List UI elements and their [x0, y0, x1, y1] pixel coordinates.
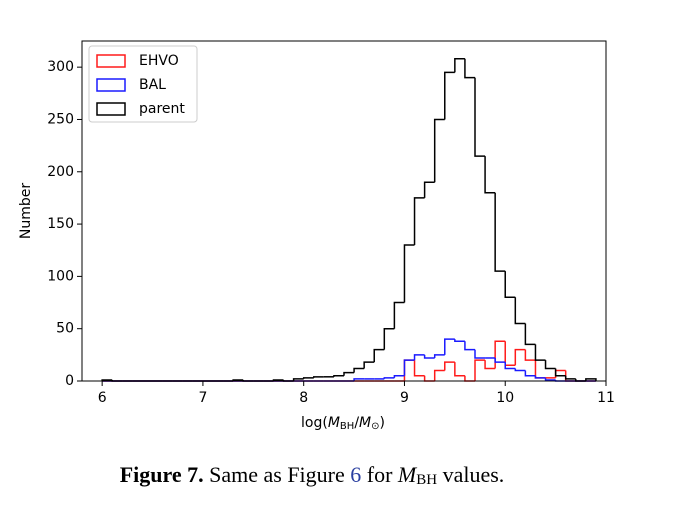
histogram-bin	[353, 367, 365, 373]
legend-swatch	[96, 78, 126, 92]
histogram-bin	[464, 341, 475, 351]
x-tick-label: 7	[198, 390, 207, 406]
histogram-bin	[484, 156, 496, 194]
histogram-bin	[585, 378, 597, 381]
caption-text: for	[361, 462, 398, 487]
histogram-bin	[454, 339, 465, 342]
histogram-bin	[564, 375, 576, 380]
histogram-bin	[433, 354, 445, 358]
histogram-bin	[534, 360, 546, 379]
y-axis-label: Number	[18, 183, 34, 239]
histogram-bin	[302, 377, 314, 379]
x-tick-label: 9	[400, 390, 409, 406]
histogram-bin	[474, 349, 486, 359]
y-tick-label: 100	[47, 268, 74, 284]
histogram-bin	[292, 378, 304, 381]
legend-swatch	[96, 102, 126, 116]
histogram-bin	[504, 341, 516, 367]
histogram-bin	[433, 369, 445, 381]
legend-swatch	[96, 54, 126, 68]
histogram-bin	[383, 377, 395, 379]
caption: Figure 7. Same as Figure 6 for MBH value…	[120, 462, 505, 488]
x-tick-label: 11	[597, 390, 615, 406]
histogram-bin	[524, 370, 536, 377]
x-label-part: )	[380, 415, 385, 431]
histogram-bin	[383, 327, 395, 350]
histogram-bin	[444, 361, 455, 371]
y-tick-label: 150	[47, 216, 74, 232]
histogram-bin	[343, 371, 355, 376]
histogram-bin	[444, 338, 455, 355]
histogram-bin	[444, 71, 455, 120]
y-tick-label: 250	[47, 111, 74, 127]
histogram-bin	[494, 340, 506, 369]
caption-text: Same as Figure	[209, 462, 350, 487]
histogram-bin	[484, 360, 496, 370]
x-axis-label: log(MBH/M⊙)	[301, 415, 385, 432]
histogram-bin	[554, 369, 566, 378]
x-label-part: BH	[340, 421, 354, 432]
histogram-bin	[423, 181, 435, 198]
histogram-bin	[373, 348, 385, 363]
histogram-bin	[353, 378, 365, 381]
histogram-bin	[514, 297, 526, 325]
x-label-part: ⊙	[371, 421, 379, 432]
histogram-bin	[393, 375, 405, 378]
histogram-bin	[413, 360, 425, 377]
histogram-bin	[504, 271, 516, 299]
histogram-bin	[313, 376, 324, 378]
y-tick-label: 0	[65, 373, 74, 389]
histogram-bin	[534, 344, 546, 361]
histogram-bin	[514, 368, 526, 372]
histogram-bin	[403, 359, 415, 376]
histogram-bin	[403, 359, 415, 381]
caption-ref: 6	[350, 462, 361, 487]
plot-frame	[81, 40, 607, 382]
histogram-bin	[403, 244, 415, 303]
histogram-bin	[494, 357, 506, 363]
x-tick-label: 10	[496, 390, 514, 406]
histogram-bin	[544, 360, 556, 370]
legend-label: BAL	[139, 77, 166, 93]
y-tick-label: 300	[47, 59, 74, 75]
x-tick-label: 6	[98, 390, 107, 406]
x-tick-label: 8	[299, 390, 308, 406]
histogram-bin	[413, 197, 425, 245]
histogram-bin	[423, 354, 435, 359]
x-label-part: M	[328, 415, 340, 431]
histogram-bin	[423, 375, 435, 382]
legend-label: EHVO	[139, 53, 179, 69]
histogram-bin	[524, 323, 536, 346]
histogram-bin	[393, 301, 405, 329]
legend-label: parent	[139, 101, 185, 117]
caption-text: BH	[416, 472, 437, 488]
caption-text: M	[397, 462, 418, 487]
caption-label: Figure 7.	[120, 462, 204, 487]
histogram-bin	[464, 375, 475, 382]
histogram-bin	[333, 375, 344, 377]
histogram-bin	[514, 348, 526, 366]
histogram-bin	[464, 58, 475, 79]
x-label-part: /	[354, 415, 359, 431]
histogram-bin	[363, 361, 375, 369]
histogram-bin	[474, 359, 486, 381]
histogram-bin	[413, 354, 425, 361]
histogram-bin	[524, 349, 536, 361]
histogram-bin	[504, 362, 516, 370]
histogram-bin	[433, 118, 445, 183]
y-tick-label: 200	[47, 164, 74, 180]
histogram-bin	[534, 375, 546, 379]
y-tick-label: 50	[56, 321, 74, 337]
histogram-bin	[544, 377, 556, 381]
histogram-bin	[454, 362, 465, 377]
caption-text: values.	[437, 462, 504, 487]
x-label-part: M	[359, 415, 371, 431]
histogram-bin	[454, 58, 465, 73]
x-label-part: log(	[301, 415, 328, 431]
histogram-bin	[474, 77, 486, 157]
histogram-bin	[554, 368, 566, 377]
histogram-bin	[494, 192, 506, 272]
